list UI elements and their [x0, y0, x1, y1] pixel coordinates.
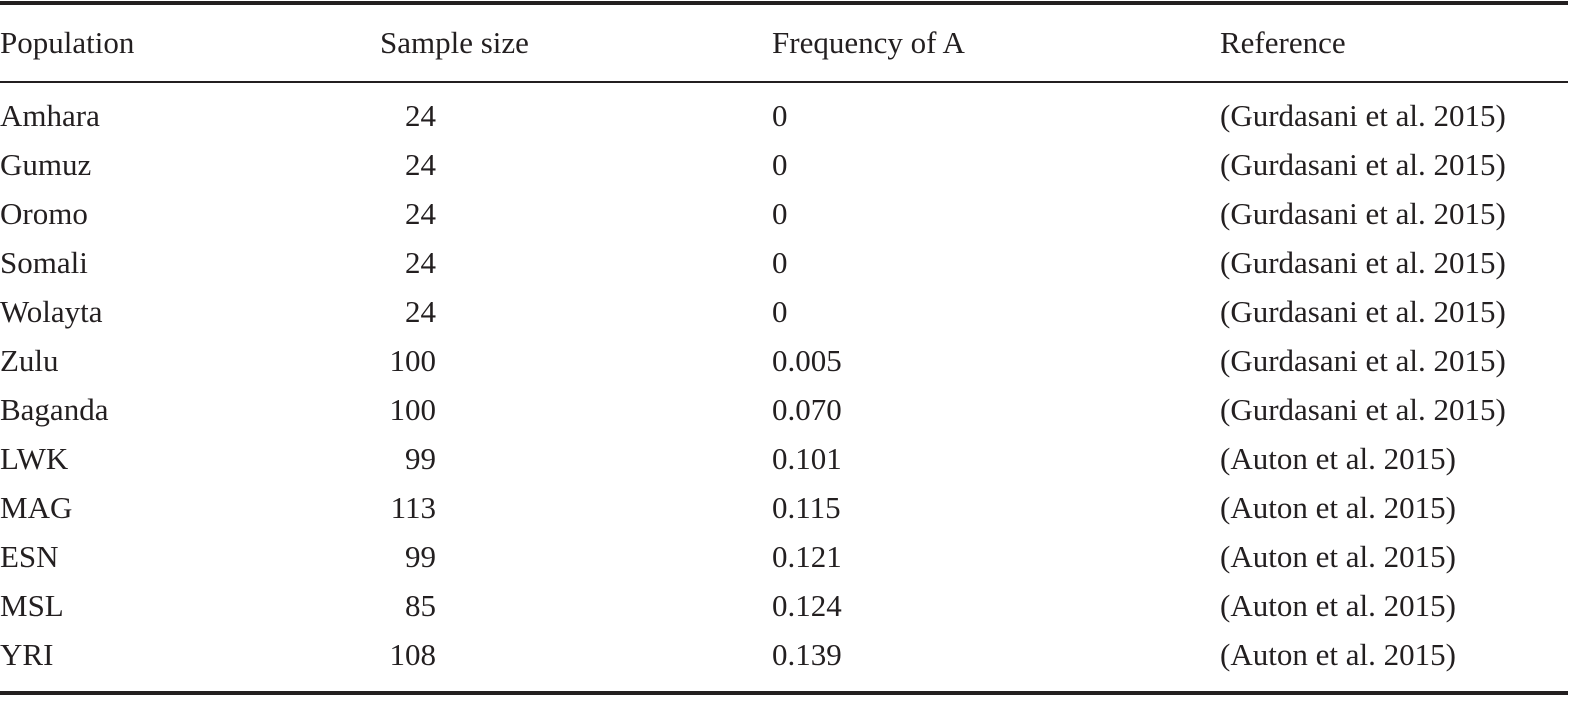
- reference-cell: (Gurdasani et al. 2015): [1220, 196, 1506, 231]
- population-cell: MAG: [0, 490, 72, 525]
- column-header: Reference: [1220, 25, 1346, 60]
- column-header: Frequency of A: [772, 25, 965, 60]
- reference-cell: (Auton et al. 2015): [1220, 490, 1456, 525]
- sample-size-cell: 24: [405, 294, 437, 329]
- reference-cell: (Gurdasani et al. 2015): [1220, 294, 1506, 329]
- population-cell: Somali: [0, 245, 88, 280]
- sample-size-cell: 99: [405, 441, 436, 476]
- column-header: Population: [0, 25, 135, 60]
- frequency-cell: 0.005: [772, 343, 842, 378]
- frequency-cell: 0: [772, 294, 788, 329]
- reference-cell: (Auton et al. 2015): [1220, 588, 1456, 623]
- population-cell: Oromo: [0, 196, 88, 231]
- reference-cell: (Auton et al. 2015): [1220, 637, 1456, 672]
- reference-cell: (Gurdasani et al. 2015): [1220, 392, 1506, 427]
- frequency-cell: 0: [772, 98, 788, 133]
- frequency-cell: 0: [772, 245, 788, 280]
- reference-cell: (Auton et al. 2015): [1220, 539, 1456, 574]
- frequency-cell: 0: [772, 147, 788, 182]
- population-cell: Gumuz: [0, 147, 91, 182]
- sample-size-cell: 100: [390, 392, 437, 427]
- reference-cell: (Gurdasani et al. 2015): [1220, 245, 1506, 280]
- reference-cell: (Auton et al. 2015): [1220, 441, 1456, 476]
- reference-cell: (Gurdasani et al. 2015): [1220, 343, 1506, 378]
- reference-cell: (Gurdasani et al. 2015): [1220, 98, 1506, 133]
- frequency-cell: 0.101: [772, 441, 842, 476]
- frequency-cell: 0.070: [772, 392, 842, 427]
- population-cell: Baganda: [0, 392, 109, 427]
- frequency-cell: 0.124: [772, 588, 842, 623]
- frequency-cell: 0.115: [772, 490, 841, 525]
- population-cell: Wolayta: [0, 294, 103, 329]
- sample-size-cell: 100: [390, 343, 437, 378]
- sample-size-cell: 24: [405, 245, 437, 280]
- sample-size-cell: 24: [405, 98, 437, 133]
- population-cell: ESN: [0, 539, 59, 574]
- population-cell: MSL: [0, 588, 64, 623]
- frequency-cell: 0.139: [772, 637, 842, 672]
- sample-size-cell: 99: [405, 539, 436, 574]
- frequency-cell: 0: [772, 196, 788, 231]
- reference-cell: (Gurdasani et al. 2015): [1220, 147, 1506, 182]
- population-cell: LWK: [0, 441, 69, 476]
- sample-size-cell: 113: [391, 490, 436, 525]
- sample-size-cell: 85: [405, 588, 436, 623]
- column-header: Sample size: [380, 25, 529, 60]
- sample-size-cell: 108: [390, 637, 437, 672]
- population-cell: YRI: [0, 637, 53, 672]
- population-cell: Amhara: [0, 98, 100, 133]
- frequency-cell: 0.121: [772, 539, 842, 574]
- sample-size-cell: 24: [405, 147, 437, 182]
- sample-size-cell: 24: [405, 196, 437, 231]
- population-cell: Zulu: [0, 343, 59, 378]
